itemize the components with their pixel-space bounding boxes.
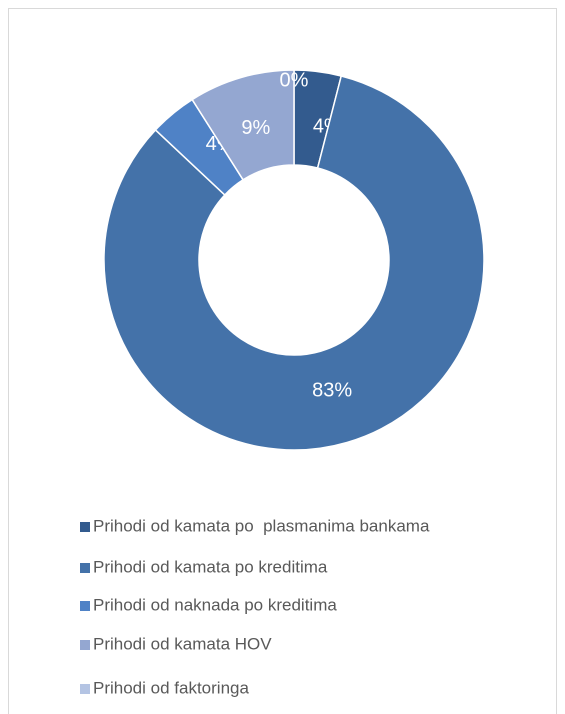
data-label: 9% [241,117,270,139]
legend-swatch [80,684,90,694]
legend-label: Prihodi od naknada po kreditima [93,595,337,614]
legend-label: Prihodi od faktoringa [93,678,249,697]
donut-slice [191,69,295,181]
legend-label: Prihodi od kamata po kreditima [93,557,328,576]
legend-label: Prihodi od kamata HOV [93,634,272,653]
legend-swatch [80,522,90,532]
data-label: 0% [280,70,309,92]
legend-swatch [80,640,90,650]
legend-label: Prihodi od kamata po plasmanima bankama [93,516,430,535]
legend-swatch [80,601,90,611]
data-label: 83% [312,380,352,402]
chart-frame [8,8,557,714]
donut-slice [103,75,485,451]
legend-swatch [80,563,90,573]
